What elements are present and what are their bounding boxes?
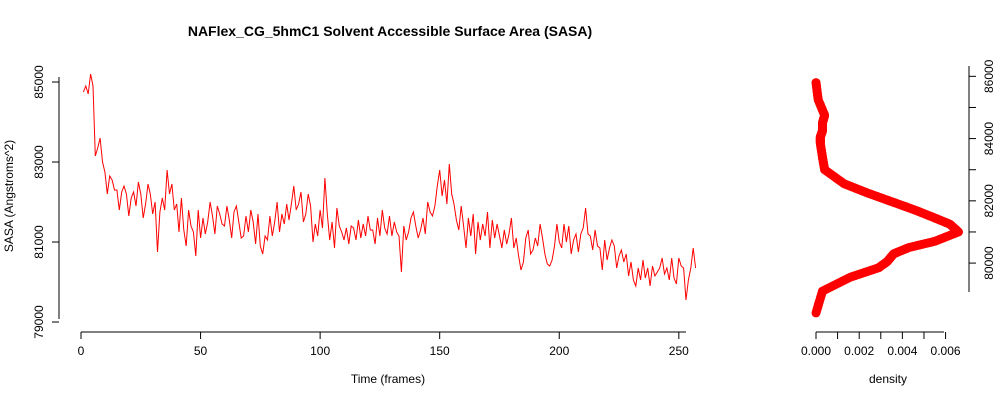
- density-plot: 0.000 0.002 0.004 0.006 80000 82000 84000 8600…: [801, 59, 996, 386]
- density-x-axis-label: density: [869, 372, 907, 386]
- time-series-plot: 0 50 100 150 200 250 79000 81000 83000 85000 Tim…: [2, 65, 697, 386]
- density-x-tick-label: 0.000: [801, 344, 831, 358]
- density-y-tick-label: 80000: [982, 246, 996, 280]
- density-y-tick-label: 82000: [982, 184, 996, 218]
- chart-title: NAFlex_CG_5hmC1 Solvent Accessible Surfa…: [188, 23, 592, 39]
- x-axis-label: Time (frames): [351, 372, 425, 386]
- density-x-tick-label: 0.004: [887, 344, 917, 358]
- density-y-tick-label: 86000: [982, 59, 996, 93]
- density-x-tick-label: 0.002: [844, 344, 874, 358]
- density-x-tick-label: 0.006: [931, 344, 961, 358]
- x-tick-label: 0: [78, 344, 85, 358]
- density-point: [811, 78, 821, 88]
- x-tick-label: 100: [310, 344, 330, 358]
- y-tick-label: 79000: [32, 305, 46, 339]
- x-tick-label: 50: [194, 344, 208, 358]
- x-tick-label: 200: [549, 344, 569, 358]
- sasa-series-line: [82, 73, 697, 301]
- x-tick-label: 150: [430, 344, 450, 358]
- y-axis-label: SASA (Angstroms^2): [2, 140, 16, 252]
- y-tick-label: 85000: [32, 65, 46, 99]
- y-tick-label: 83000: [32, 145, 46, 179]
- density-y-tick-label: 84000: [982, 122, 996, 156]
- y-tick-label: 81000: [32, 225, 46, 259]
- x-tick-label: 250: [669, 344, 689, 358]
